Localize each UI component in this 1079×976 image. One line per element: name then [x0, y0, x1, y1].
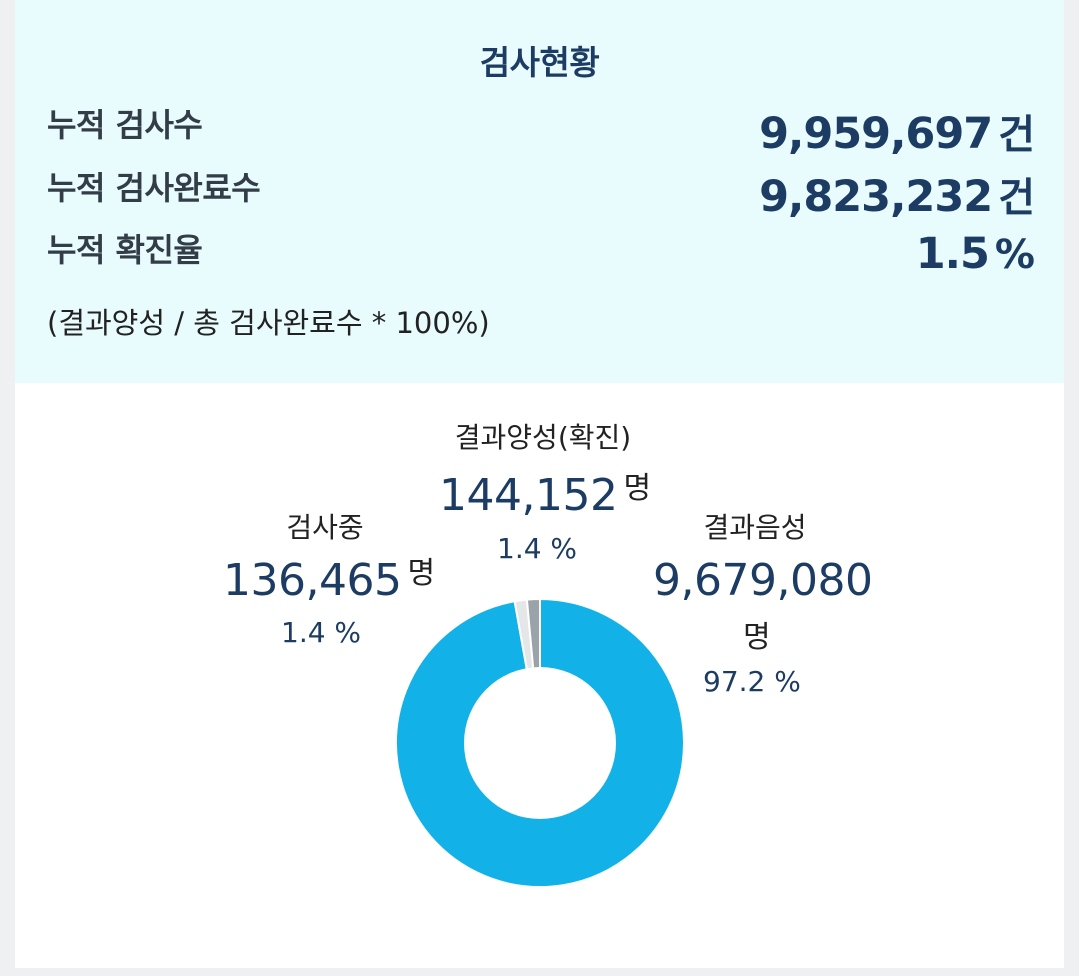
negative-count-number: 9,679,080	[653, 555, 873, 606]
cumulative-completed-label: 누적 검사완료수	[47, 169, 261, 207]
testing-count-number: 136,465	[223, 555, 402, 606]
positive-count-unit: 명	[623, 471, 651, 506]
negative-count-unit: 명	[743, 620, 771, 655]
positive-percent: 1.4 %	[497, 532, 578, 565]
positive-count: 144,152 명	[439, 470, 651, 521]
testing-label: 검사중	[286, 511, 364, 544]
cumulative-tests-unit: 건	[998, 112, 1035, 158]
cumulative-positive-rate-value: 1.5%	[915, 229, 1035, 279]
positive-count-number: 144,152	[439, 470, 618, 521]
cumulative-positive-rate-label: 누적 확진율	[47, 231, 203, 269]
testing-count: 136,465 명	[223, 555, 435, 606]
cumulative-completed-unit: 건	[998, 175, 1035, 221]
donut-hole	[464, 667, 616, 819]
cumulative-completed-value: 9,823,232 건	[759, 165, 1035, 223]
negative-percent: 97.2 %	[703, 665, 801, 698]
donut-chart	[395, 598, 685, 888]
positive-rate-formula: (결과양성 / 총 검사완료수 * 100%)	[47, 306, 490, 340]
summary-title: 검사현황	[479, 43, 600, 82]
testing-percent: 1.4 %	[281, 616, 362, 649]
cumulative-tests-label: 누적 검사수	[47, 106, 203, 144]
positive-label: 결과양성(확진)	[454, 421, 632, 454]
testing-count-unit: 명	[407, 556, 435, 591]
summary-box: 검사현황 누적 검사수 9,959,697 건 누적 검사완료수 9,823,23…	[15, 0, 1064, 383]
cumulative-completed-number: 9,823,232	[759, 172, 993, 222]
negative-label: 결과음성	[703, 511, 807, 544]
cumulative-tests-value: 9,959,697 건	[759, 102, 1035, 160]
positive-rate-number: 1.5	[915, 229, 990, 279]
positive-rate-unit: %	[994, 232, 1035, 278]
test-status-panel: 검사현황 누적 검사수 9,959,697 건 누적 검사완료수 9,823,23…	[15, 0, 1064, 968]
cumulative-tests-number: 9,959,697	[759, 109, 993, 159]
